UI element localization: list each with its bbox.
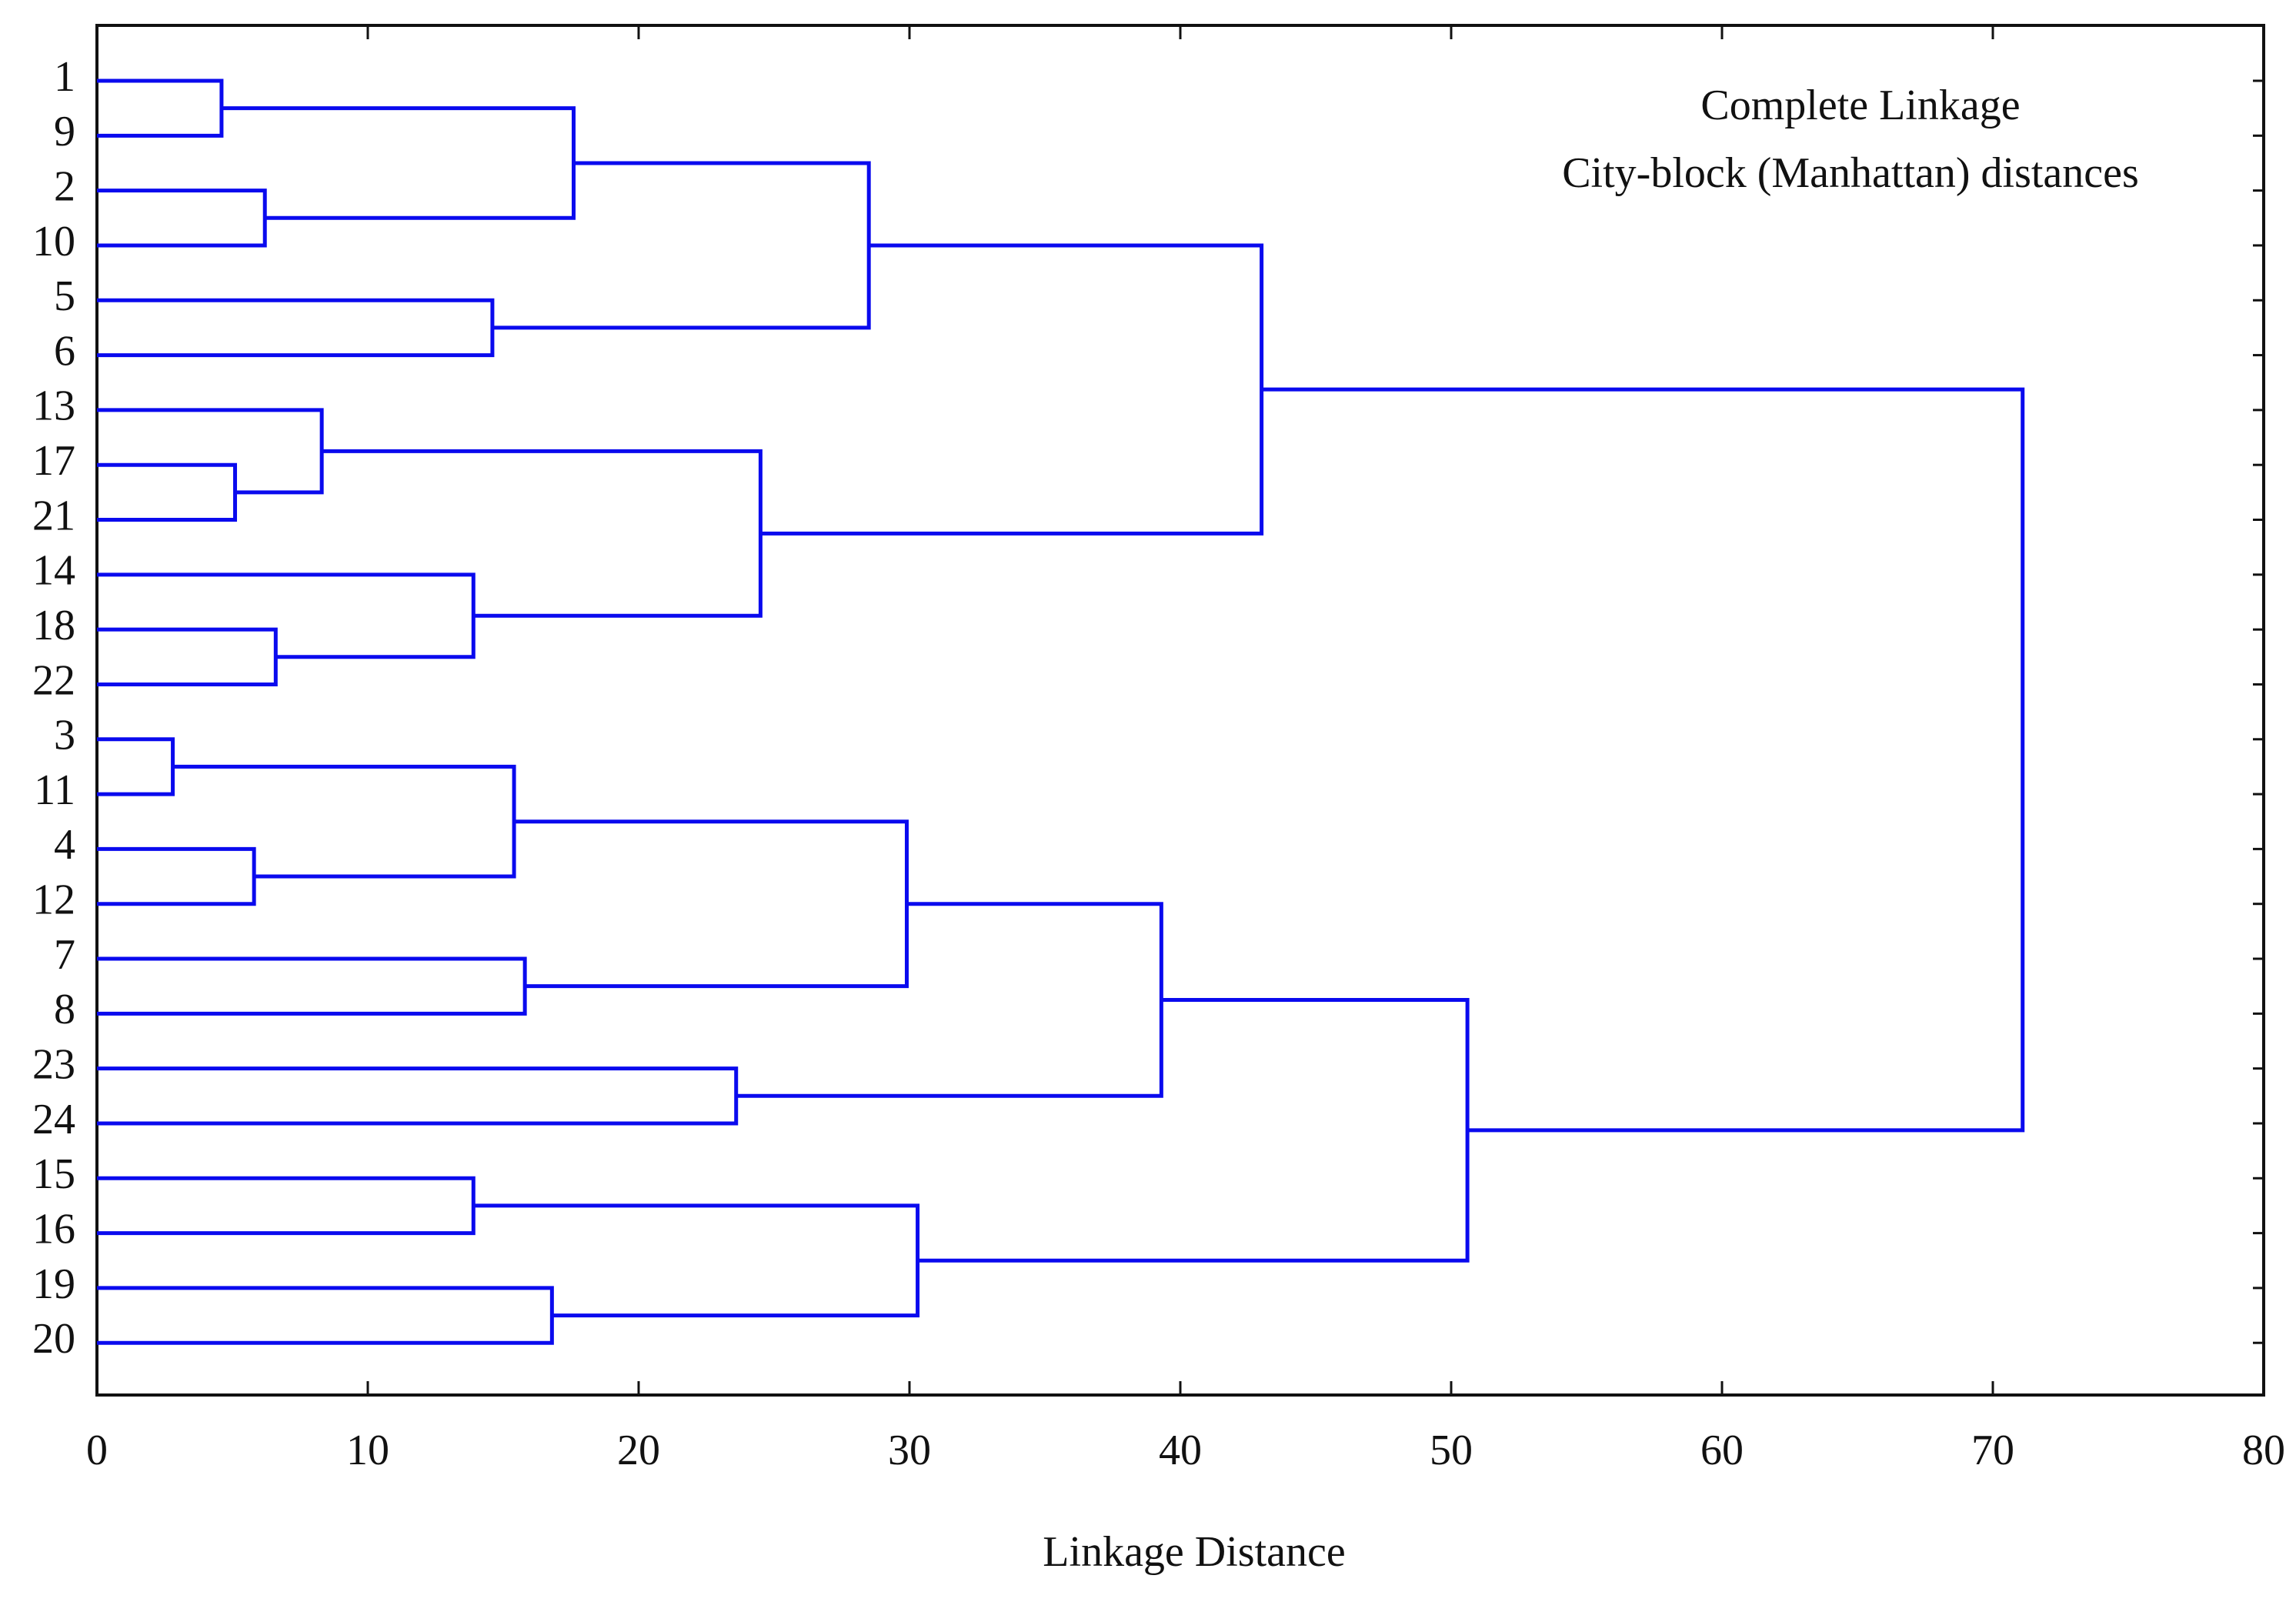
leaf-label: 17 bbox=[32, 437, 75, 485]
dendrogram-link bbox=[97, 737, 175, 796]
dendrogram-link bbox=[322, 449, 763, 618]
dendrogram-link bbox=[97, 462, 238, 522]
leaf-label: 11 bbox=[34, 766, 75, 814]
leaf-label: 22 bbox=[32, 656, 75, 704]
annotation: City-block (Manhattan) distances bbox=[1562, 149, 2139, 197]
dendrogram-link bbox=[97, 956, 527, 1016]
dendrogram-link bbox=[97, 408, 324, 495]
leaf-label: 13 bbox=[32, 382, 75, 430]
leaf-label: 2 bbox=[54, 162, 75, 210]
leaf-label: 14 bbox=[32, 547, 75, 595]
leaf-label: 23 bbox=[32, 1040, 75, 1088]
plot-frame bbox=[95, 24, 2265, 1397]
leaf-label: 6 bbox=[54, 327, 75, 375]
x-tick-label: 40 bbox=[1159, 1427, 1202, 1474]
dendrogram-link bbox=[917, 998, 1470, 1263]
annotation: Complete Linkage bbox=[1700, 82, 2020, 129]
x-tick-label: 0 bbox=[86, 1427, 108, 1474]
dendrogram-link bbox=[97, 846, 256, 906]
dendrogram-link bbox=[736, 902, 1163, 1098]
leaf-label: 5 bbox=[54, 272, 75, 320]
leaf-label: 1 bbox=[54, 53, 75, 101]
dendrogram-link bbox=[172, 764, 516, 879]
leaf-label: 15 bbox=[32, 1150, 75, 1198]
leaf-label: 4 bbox=[54, 821, 75, 869]
dendrogram-link bbox=[1261, 387, 2025, 1133]
leaf-label: 18 bbox=[32, 602, 75, 649]
dendrogram-link bbox=[514, 819, 909, 989]
x-tick-label: 70 bbox=[1971, 1427, 2014, 1474]
leaf-label: 8 bbox=[54, 986, 75, 1033]
dendrogram-link bbox=[492, 161, 871, 330]
dendrogram-link bbox=[97, 298, 495, 358]
x-tick-label: 60 bbox=[1700, 1427, 1744, 1474]
x-tick-label: 10 bbox=[346, 1427, 389, 1474]
dendrogram-link bbox=[760, 243, 1264, 536]
leaf-label: 9 bbox=[54, 108, 75, 155]
leaf-label: 21 bbox=[32, 492, 75, 539]
leaf-label: 3 bbox=[54, 712, 75, 759]
leaf-label: 12 bbox=[32, 876, 75, 924]
dendrogram-link bbox=[97, 627, 278, 686]
x-tick-label: 80 bbox=[2242, 1427, 2285, 1474]
leaf-label: 10 bbox=[32, 218, 75, 265]
x-tick-label: 30 bbox=[888, 1427, 931, 1474]
dendrogram-link bbox=[97, 572, 476, 659]
leaf-label: 19 bbox=[32, 1260, 75, 1308]
dendrogram-link bbox=[97, 189, 267, 248]
leaf-label: 16 bbox=[32, 1205, 75, 1253]
leaf-label: 7 bbox=[54, 931, 75, 979]
dendrogram-link bbox=[97, 1286, 554, 1345]
leaf-label: 24 bbox=[32, 1096, 75, 1143]
x-tick-label: 20 bbox=[617, 1427, 660, 1474]
dendrogram-link bbox=[97, 78, 224, 138]
dendrogram-link bbox=[473, 1203, 920, 1318]
dendrogram-link bbox=[97, 1176, 476, 1236]
dendrogram-link bbox=[97, 1066, 739, 1126]
dendrogram-link bbox=[221, 106, 576, 220]
x-axis-title: Linkage Distance bbox=[1043, 1528, 1345, 1576]
x-tick-label: 50 bbox=[1430, 1427, 1473, 1474]
leaf-label: 20 bbox=[32, 1315, 75, 1363]
